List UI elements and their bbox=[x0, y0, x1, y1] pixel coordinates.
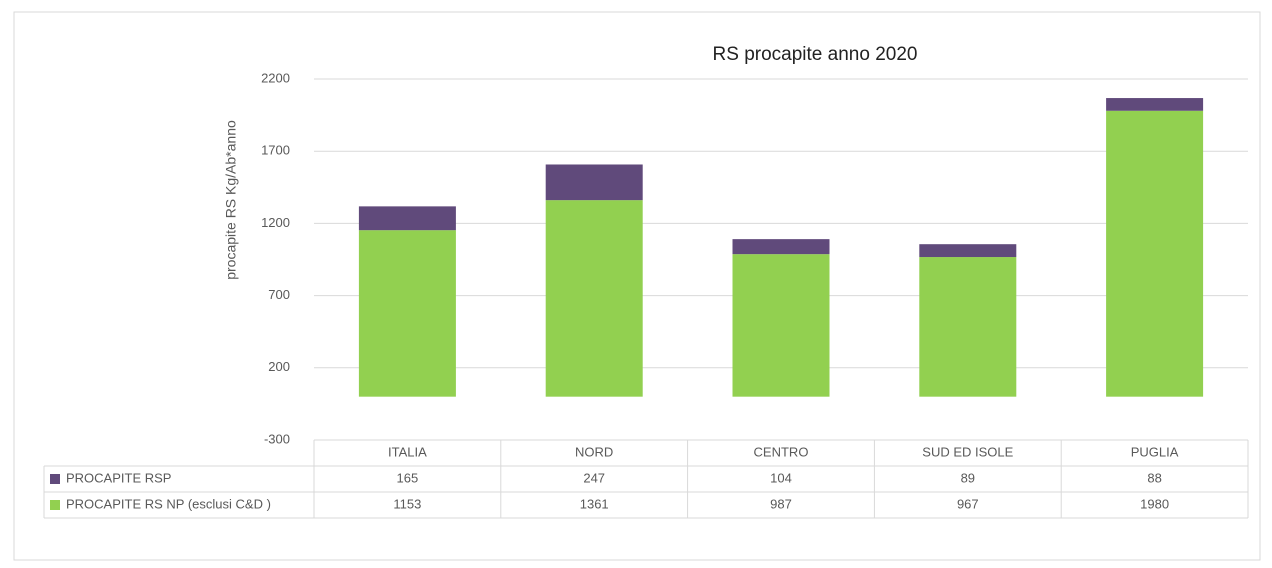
data-label: 89 bbox=[961, 470, 975, 485]
data-label: 1980 bbox=[1140, 496, 1169, 511]
bar-segment bbox=[358, 230, 456, 397]
x-tick-label: PUGLIA bbox=[1131, 444, 1179, 459]
chart-title: RS procapite anno 2020 bbox=[713, 44, 918, 65]
x-tick-label: SUD ED ISOLE bbox=[922, 444, 1013, 459]
bar-segment bbox=[732, 254, 830, 397]
bar-segment bbox=[919, 244, 1017, 258]
x-tick-label: CENTRO bbox=[754, 444, 809, 459]
data-label: 247 bbox=[583, 470, 605, 485]
bar-segment bbox=[919, 257, 1017, 397]
bar-segment bbox=[545, 200, 643, 397]
data-label: 1153 bbox=[393, 496, 421, 511]
legend-key bbox=[50, 500, 60, 510]
x-tick-label: NORD bbox=[575, 444, 613, 459]
data-label: 987 bbox=[770, 496, 792, 511]
legend-key bbox=[50, 474, 60, 484]
data-label: 88 bbox=[1147, 470, 1161, 485]
bar-segment bbox=[732, 239, 830, 255]
y-tick-label: 2200 bbox=[261, 70, 290, 85]
bar-segment bbox=[1106, 110, 1204, 397]
legend-label: PROCAPITE RSP bbox=[66, 470, 171, 485]
y-tick-label: 1200 bbox=[261, 215, 290, 230]
data-label: 104 bbox=[770, 470, 792, 485]
data-label: 967 bbox=[957, 496, 979, 511]
y-tick-label: 1700 bbox=[261, 143, 290, 158]
y-tick-label: 200 bbox=[268, 359, 290, 374]
bar-segment bbox=[358, 206, 456, 231]
x-tick-label: ITALIA bbox=[388, 444, 427, 459]
data-label: 1361 bbox=[580, 496, 609, 511]
y-tick-label: 700 bbox=[268, 287, 290, 302]
y-tick-label: -300 bbox=[264, 431, 290, 446]
data-label: 165 bbox=[397, 470, 419, 485]
bar-segment bbox=[1106, 98, 1204, 111]
legend-label: PROCAPITE RS NP (esclusi C&D ) bbox=[66, 496, 271, 511]
bar-segment bbox=[545, 164, 643, 201]
y-axis-label: procapite RS Kg/Ab*anno bbox=[223, 120, 239, 280]
